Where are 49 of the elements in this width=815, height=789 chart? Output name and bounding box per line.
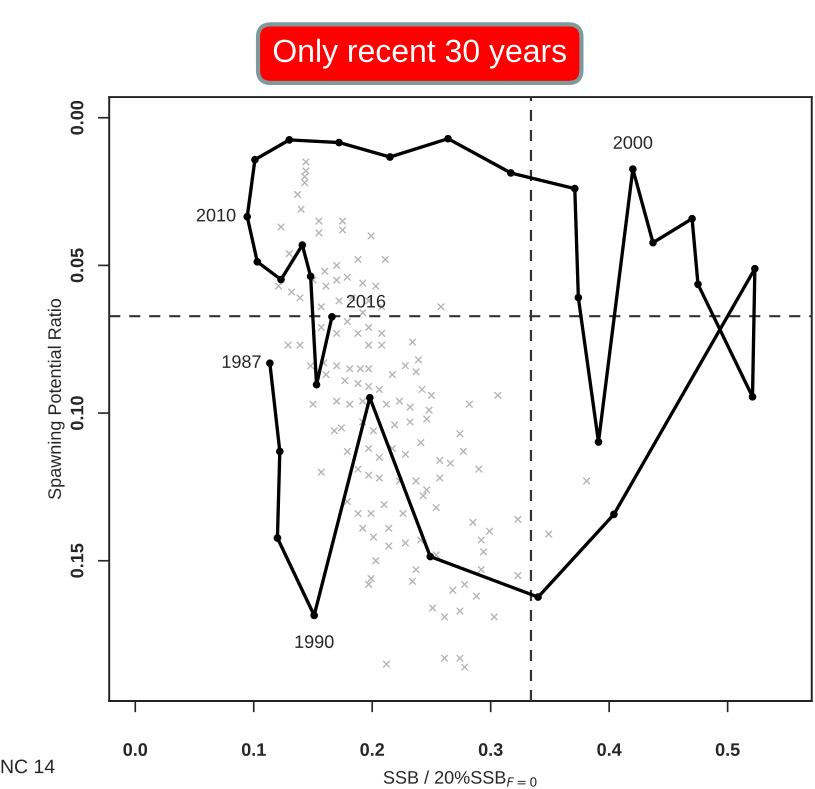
point [629,165,637,173]
point [649,238,657,246]
point [335,138,343,146]
x-tick-label: 0.4 [597,743,622,756]
point [285,136,294,144]
point [507,169,515,177]
y-tick-label: 0.10 [70,396,84,430]
point [386,153,394,161]
x-tick-label: 0.2 [360,743,384,756]
point [251,156,259,164]
point [277,276,285,284]
y-tick-label: 0.15 [70,544,84,578]
text: NC 14 [2,760,55,774]
point [534,593,542,601]
point [266,359,274,367]
x-tick-label: 0.5 [716,743,740,756]
y-tick-label: 0.00 [70,100,84,135]
x-tick-label: 0.0 [123,743,148,756]
point [574,294,582,302]
point [312,380,320,389]
annotation: 2010 [196,208,236,222]
point [328,312,336,321]
text: Only recent 30 years [274,38,566,69]
point [298,241,306,249]
x-tick-label: 0.3 [478,743,503,756]
point [694,280,702,288]
x-axis-title: SSB / 20%SSB$_{F=0}$ [384,770,537,787]
point [366,394,374,402]
point [243,212,252,220]
annotation: 2000 [614,136,652,149]
annotation: 1990 [295,635,334,648]
point [426,552,434,560]
point [310,612,318,620]
point [276,448,284,456]
point [306,272,314,280]
point [444,134,452,143]
y-tick-label: 0.05 [70,248,84,282]
point [274,534,282,542]
annotation: 1987 [222,355,261,368]
point [570,184,579,192]
point [751,264,759,272]
point [748,393,756,401]
point [594,438,602,446]
point [688,214,696,223]
point [610,510,618,518]
x-tick-label: 0.1 [242,743,266,756]
annotation: 2016 [346,294,386,308]
y-axis-title: Spawning Potential Ratio [48,298,65,500]
point [253,258,262,266]
